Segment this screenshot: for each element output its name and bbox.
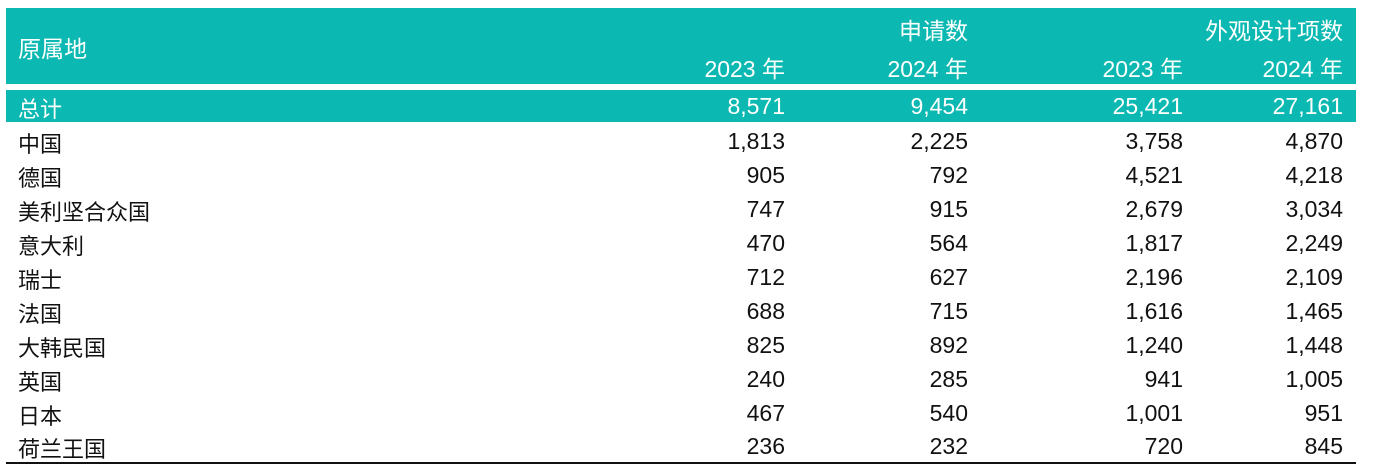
year-header-applications-2024: 2024 年: [887, 56, 968, 82]
table-row: 法国 688 715 1,616 1,465: [6, 295, 1356, 328]
total-applications-2023: 8,571: [727, 93, 785, 119]
table-row: 意大利 470 564 1,817 2,249: [6, 227, 1356, 260]
cell-value: 240: [746, 366, 785, 392]
row-label: 德国: [18, 167, 63, 192]
group-header-applications: 申请数: [899, 19, 968, 45]
total-label: 总计: [18, 98, 63, 123]
cell-value: 712: [746, 264, 785, 290]
cell-value: 1,448: [1285, 332, 1343, 358]
table-row: 荷兰王国 236 232 720 845: [6, 430, 1356, 463]
cell-value: 892: [929, 332, 968, 358]
total-row: 总计 8,571 9,454 25,421 27,161: [6, 90, 1356, 123]
table-row: 大韩民国 825 892 1,240 1,448: [6, 329, 1356, 362]
table-row: 中国 1,813 2,225 3,758 4,870: [6, 125, 1356, 158]
cell-value: 2,196: [1125, 264, 1183, 290]
cell-value: 2,249: [1285, 230, 1343, 256]
cell-value: 747: [746, 196, 785, 222]
cell-value: 4,218: [1285, 162, 1343, 188]
cell-value: 1,616: [1125, 298, 1183, 324]
row-label: 荷兰王国: [18, 438, 107, 463]
row-label: 法国: [18, 303, 63, 328]
cell-value: 1,817: [1125, 230, 1183, 256]
row-label: 中国: [18, 133, 63, 158]
cell-value: 3,034: [1285, 196, 1343, 222]
table-row: 德国 905 792 4,521 4,218: [6, 159, 1356, 192]
cell-value: 941: [1144, 366, 1183, 392]
cell-value: 715: [929, 298, 968, 324]
cell-value: 2,225: [910, 128, 968, 154]
cell-value: 1,001: [1125, 400, 1183, 426]
row-label: 意大利: [18, 235, 85, 260]
cell-value: 2,679: [1125, 196, 1183, 222]
row-label: 美利坚合众国: [18, 201, 151, 226]
cell-value: 4,870: [1285, 128, 1343, 154]
table-row: 日本 467 540 1,001 951: [6, 397, 1356, 430]
cell-value: 792: [929, 162, 968, 188]
cell-value: 951: [1304, 400, 1343, 426]
cell-value: 540: [929, 400, 968, 426]
year-header-applications-2023: 2023 年: [704, 56, 785, 82]
cell-value: 4,521: [1125, 162, 1183, 188]
cell-value: 825: [746, 332, 785, 358]
cell-value: 470: [746, 230, 785, 256]
cell-value: 236: [746, 433, 785, 459]
group-header-designs: 外观设计项数: [1205, 19, 1343, 45]
table-header: 原属地 申请数 外观设计项数 2023 年 2024 年 2023 年 2024…: [6, 8, 1356, 84]
cell-value: 1,005: [1285, 366, 1343, 392]
year-header-designs-2023: 2023 年: [1102, 56, 1183, 82]
row-label: 日本: [18, 405, 63, 430]
cell-value: 1,240: [1125, 332, 1183, 358]
cell-value: 2,109: [1285, 264, 1343, 290]
cell-value: 688: [746, 298, 785, 324]
cell-value: 845: [1304, 433, 1343, 459]
cell-value: 1,813: [727, 128, 785, 154]
table-row: 英国 240 285 941 1,005: [6, 363, 1356, 396]
cell-value: 720: [1144, 433, 1183, 459]
cell-value: 467: [746, 400, 785, 426]
cell-value: 3,758: [1125, 128, 1183, 154]
cell-value: 1,465: [1285, 298, 1343, 324]
row-label: 大韩民国: [18, 337, 107, 362]
total-designs-2024: 27,161: [1272, 93, 1343, 119]
origin-column-header: 原属地: [18, 37, 87, 63]
row-label: 瑞士: [18, 269, 63, 294]
cell-value: 232: [929, 433, 968, 459]
table-row: 美利坚合众国 747 915 2,679 3,034: [6, 193, 1356, 226]
total-applications-2024: 9,454: [910, 93, 968, 119]
cell-value: 915: [929, 196, 968, 222]
row-label: 英国: [18, 371, 63, 396]
table-row: 瑞士 712 627 2,196 2,109: [6, 261, 1356, 294]
cell-value: 564: [929, 230, 968, 256]
cell-value: 627: [929, 264, 968, 290]
cell-value: 285: [929, 366, 968, 392]
total-designs-2023: 25,421: [1112, 93, 1183, 119]
table-bottom-rule: [6, 462, 1356, 464]
year-header-designs-2024: 2024 年: [1262, 56, 1343, 82]
cell-value: 905: [746, 162, 785, 188]
